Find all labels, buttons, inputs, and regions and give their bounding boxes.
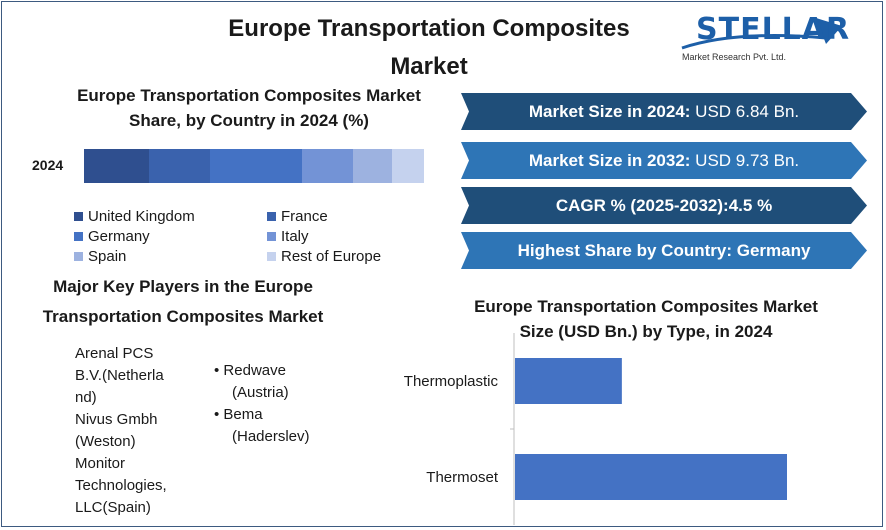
size-chart-title: Europe Transportation Composites Market … (458, 294, 834, 344)
player-name-line: (Haderslev) (232, 428, 310, 445)
stellar-logo: STELLAR Market Research Pvt. Ltd. (676, 4, 856, 68)
player-name-line: (Weston) (75, 433, 136, 450)
player-name-line: nd) (75, 389, 97, 406)
legend-label: Germany (88, 228, 150, 245)
logo-tagline: Market Research Pvt. Ltd. (682, 52, 787, 62)
legend-swatch (74, 232, 83, 241)
banner-label: Market Size in 2032: (528, 150, 691, 170)
banner-label: Market Size in 2024: (528, 101, 691, 121)
legend-label: United Kingdom (88, 208, 195, 225)
legend-label: France (281, 208, 328, 225)
legend-swatch (267, 232, 276, 241)
share-chart-title-line1: Europe Transportation Composites Market (77, 86, 421, 105)
legend-item: Germany (74, 228, 150, 245)
page-title: Europe Transportation Composites Market (214, 10, 644, 86)
banner-market-size-2024: Market Size in 2024: USD 6.84 Bn. (461, 93, 867, 130)
category-label: Thermoplastic (404, 373, 499, 390)
bullet-icon: • (214, 362, 224, 379)
share-bar-category-label: 2024 (32, 157, 64, 173)
banner-cagr: CAGR % (2025-2032):4.5 % (461, 187, 867, 224)
player-name-line: Monitor (75, 455, 126, 472)
legend-label: Rest of Europe (281, 248, 382, 265)
legend-swatch (74, 212, 83, 221)
legend-item: United Kingdom (74, 208, 195, 225)
share-segment-france (148, 149, 210, 183)
share-segment-spain (352, 149, 392, 183)
share-segment-rest-of-europe (391, 149, 424, 183)
legend-label: Spain (88, 248, 127, 265)
share-segment-germany (209, 149, 302, 183)
player-name-line: Arenal PCS (75, 345, 154, 362)
player-name-line: B.V.(Netherla (75, 367, 164, 384)
logo-swoosh-icon (681, 18, 842, 50)
legend-label: Italy (281, 228, 309, 245)
logo-wordmark: STELLAR (696, 12, 851, 47)
player-entry: • Redwave (Austria) (214, 360, 310, 404)
legend-item: Rest of Europe (267, 248, 381, 265)
size-chart-title-line2: Size (USD Bn.) by Type, in 2024 (519, 322, 773, 341)
legend-item: Italy (267, 228, 309, 245)
share-chart-title-line2: Share, by Country in 2024 (%) (129, 111, 369, 130)
banner-label: CAGR % (2025-2032):4.5 % (555, 195, 773, 215)
share-segment-united-kingdom (84, 149, 149, 183)
bar-thermoset (515, 454, 787, 500)
player-name-line: Redwave (223, 362, 286, 379)
players-list-right: • Redwave (Austria) • Bema (Haderslev) (214, 360, 310, 448)
page-title-line2: Market (390, 53, 468, 80)
banner-highest-share: Highest Share by Country: Germany (461, 232, 867, 269)
share-segment-italy (301, 149, 353, 183)
player-entry: • Bema (Haderslev) (214, 404, 310, 448)
banner-value: USD 6.84 Bn. (690, 101, 800, 121)
players-title-line1: Major Key Players in the Europe (53, 277, 313, 296)
bullet-icon: • (214, 406, 224, 423)
banner-market-size-2032: Market Size in 2032: USD 9.73 Bn. (461, 142, 867, 179)
player-name-line: Bema (223, 406, 263, 423)
players-title-line2: Transportation Composites Market (42, 307, 324, 326)
legend-item: France (267, 208, 328, 225)
players-title: Major Key Players in the Europe Transpor… (30, 272, 336, 332)
player-name-line: LLC(Spain) (75, 499, 151, 516)
players-list-left: Arenal PCS B.V.(Netherla nd) Nivus Gmbh (Wes… (75, 343, 167, 519)
bar-thermoplastic (515, 358, 622, 404)
banner-label: Highest Share by Country: Germany (517, 240, 811, 260)
legend-item: Spain (74, 248, 126, 265)
size-chart-title-line1: Europe Transportation Composites Market (474, 297, 818, 316)
legend-swatch (74, 252, 83, 261)
share-stacked-bar (84, 149, 424, 183)
legend-swatch (267, 212, 276, 221)
player-name-line: (Austria) (232, 384, 289, 401)
category-label: Thermoset (426, 469, 499, 486)
player-name-line: Technologies, (75, 477, 167, 494)
page-title-line1: Europe Transportation Composites (228, 15, 630, 42)
banner-value: USD 9.73 Bn. (690, 150, 800, 170)
player-name-line: Nivus Gmbh (75, 411, 158, 428)
legend-swatch (267, 252, 276, 261)
share-chart-title: Europe Transportation Composites Market … (64, 83, 434, 133)
